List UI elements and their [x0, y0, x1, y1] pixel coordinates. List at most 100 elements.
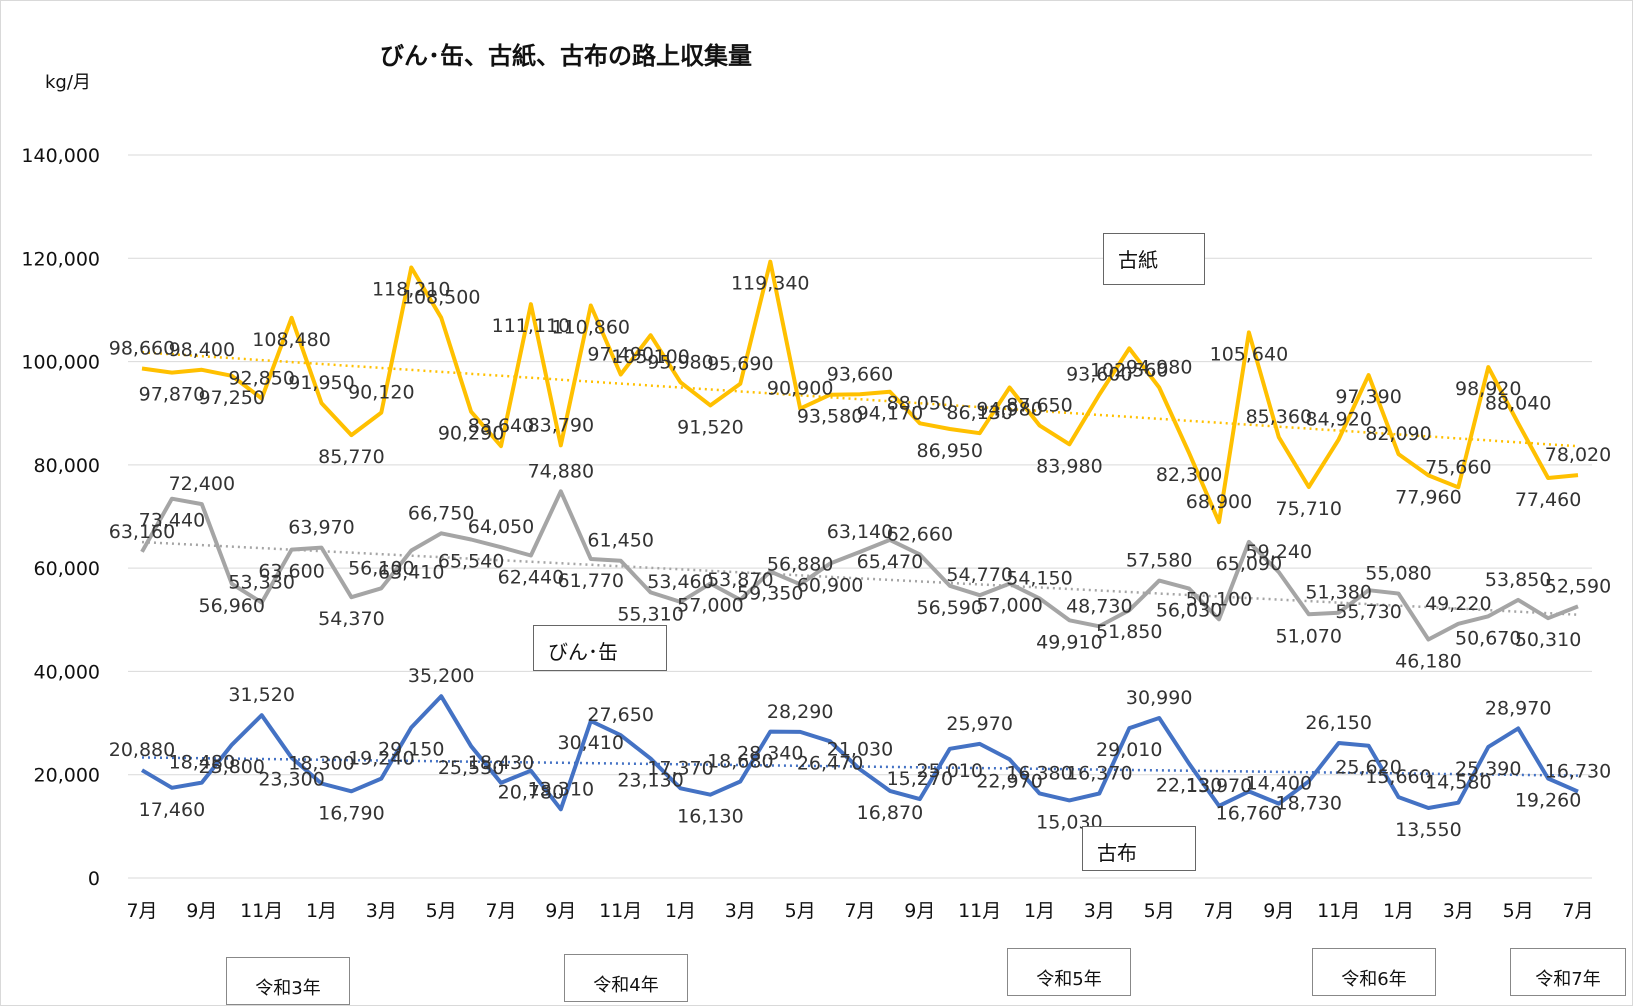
- x-tick-label: 11月: [240, 900, 283, 922]
- data-label: 83,640: [468, 415, 534, 437]
- data-label: 13,550: [1395, 819, 1461, 841]
- data-label: 53,870: [707, 569, 773, 591]
- series-line: [141, 259, 1579, 525]
- data-label: 90,290: [438, 423, 504, 445]
- data-label: 57,000: [976, 595, 1042, 617]
- x-tick-label: 1月: [1024, 900, 1055, 922]
- data-label: 97,390: [1335, 386, 1401, 408]
- data-label: 57,000: [677, 595, 743, 617]
- data-label: 56,880: [767, 553, 833, 575]
- data-label: 78,020: [1545, 444, 1611, 466]
- data-label: 91,950: [288, 372, 354, 394]
- data-label: 49,910: [1036, 631, 1102, 653]
- data-label: 90,120: [348, 382, 414, 404]
- data-label: 94,980: [1126, 356, 1192, 378]
- data-label: 28,290: [767, 701, 833, 723]
- data-label: 108,500: [402, 287, 481, 309]
- data-label: 93,660: [827, 363, 893, 385]
- data-label: 53,330: [228, 572, 294, 594]
- x-tick-label: 3月: [1084, 900, 1115, 922]
- x-tick-label: 11月: [599, 900, 642, 922]
- y-tick-label: 60,000: [34, 558, 100, 580]
- x-tick-label: 3月: [1443, 900, 1474, 922]
- data-label: 56,030: [1156, 600, 1222, 622]
- data-label: 87,650: [1006, 394, 1072, 416]
- x-tick-label: 7月: [1562, 900, 1593, 922]
- data-label: 20,880: [109, 739, 175, 761]
- data-label: 16,130: [677, 806, 743, 828]
- data-label: 88,050: [887, 392, 953, 414]
- data-label: 61,770: [558, 570, 624, 592]
- y-tick-label: 120,000: [21, 248, 100, 270]
- data-label: 48,730: [1066, 595, 1132, 617]
- data-label: 95,980: [647, 351, 713, 373]
- chart-title: びん･缶、古紙、古布の路上収集量: [380, 42, 752, 70]
- data-label: 62,660: [887, 523, 953, 545]
- data-label: 51,070: [1276, 625, 1342, 647]
- data-label: 95,690: [707, 353, 773, 375]
- data-label: 73,440: [139, 510, 205, 532]
- y-tick-label: 40,000: [34, 661, 100, 683]
- data-label: 55,730: [1335, 601, 1401, 623]
- data-label: 66,750: [408, 502, 474, 524]
- data-label: 59,350: [737, 582, 803, 604]
- data-label: 65,470: [857, 551, 923, 573]
- data-label: 17,370: [647, 757, 713, 779]
- data-label: 91,520: [677, 416, 743, 438]
- data-label: 74,880: [528, 460, 594, 482]
- data-label: 84,920: [1305, 408, 1371, 430]
- data-label: 18,430: [468, 752, 534, 774]
- data-label: 25,530: [438, 757, 504, 779]
- data-label: 13,970: [1186, 775, 1252, 797]
- data-label: 97,490: [587, 344, 653, 366]
- x-tick-label: 7月: [485, 900, 516, 922]
- x-tick-label: 9月: [1263, 900, 1294, 922]
- data-label: 62,440: [498, 567, 564, 589]
- data-label: 65,090: [1216, 553, 1282, 575]
- data-label: 22,130: [1156, 775, 1222, 797]
- data-label: 94,980: [976, 398, 1042, 420]
- data-label: 97,870: [139, 384, 205, 406]
- data-label: 98,660: [109, 337, 175, 359]
- data-label: 18,300: [288, 752, 354, 774]
- data-label: 15,270: [887, 768, 953, 790]
- data-label: 16,760: [1216, 802, 1282, 824]
- data-label: 19,240: [348, 748, 414, 770]
- data-label: 30,410: [558, 732, 624, 754]
- x-tick-label: 7月: [1203, 900, 1234, 922]
- data-label: 85,770: [318, 446, 384, 468]
- data-label: 110,860: [551, 316, 630, 338]
- data-label: 83,980: [1036, 455, 1102, 477]
- x-tick-label: 5月: [1503, 900, 1534, 922]
- data-label: 94,170: [857, 403, 923, 425]
- data-label: 54,150: [1006, 567, 1072, 589]
- data-label: 55,310: [617, 603, 683, 625]
- data-label: 102,560: [1090, 359, 1169, 381]
- data-label: 82,300: [1156, 464, 1222, 486]
- era-label-r3: 令和3年: [226, 957, 350, 1005]
- data-label: 52,590: [1545, 575, 1611, 597]
- data-label: 53,850: [1485, 569, 1551, 591]
- data-label: 35,200: [408, 665, 474, 687]
- data-label: 108,480: [252, 329, 331, 351]
- x-tick-label: 9月: [186, 900, 217, 922]
- y-tick-label: 20,000: [34, 765, 100, 787]
- data-label: 75,710: [1276, 498, 1342, 520]
- data-label: 50,100: [1186, 588, 1252, 610]
- data-label: 72,400: [169, 473, 235, 495]
- data-label: 59,240: [1246, 541, 1312, 563]
- data-label: 68,900: [1186, 491, 1252, 513]
- data-label: 64,050: [468, 516, 534, 538]
- y-axis-unit: kg/月: [45, 72, 91, 93]
- data-label: 119,340: [731, 273, 810, 295]
- data-label: 56,960: [199, 595, 265, 617]
- data-label: 22,970: [976, 770, 1042, 792]
- data-label: 17,460: [139, 799, 205, 821]
- data-label: 28,970: [1485, 697, 1551, 719]
- data-label: 30,990: [1126, 687, 1192, 709]
- data-label: 23,300: [258, 769, 324, 791]
- data-label: 65,540: [438, 551, 504, 573]
- era-label-r5: 令和5年: [1007, 948, 1131, 996]
- data-label: 57,580: [1126, 550, 1192, 572]
- data-label: 26,470: [797, 752, 863, 774]
